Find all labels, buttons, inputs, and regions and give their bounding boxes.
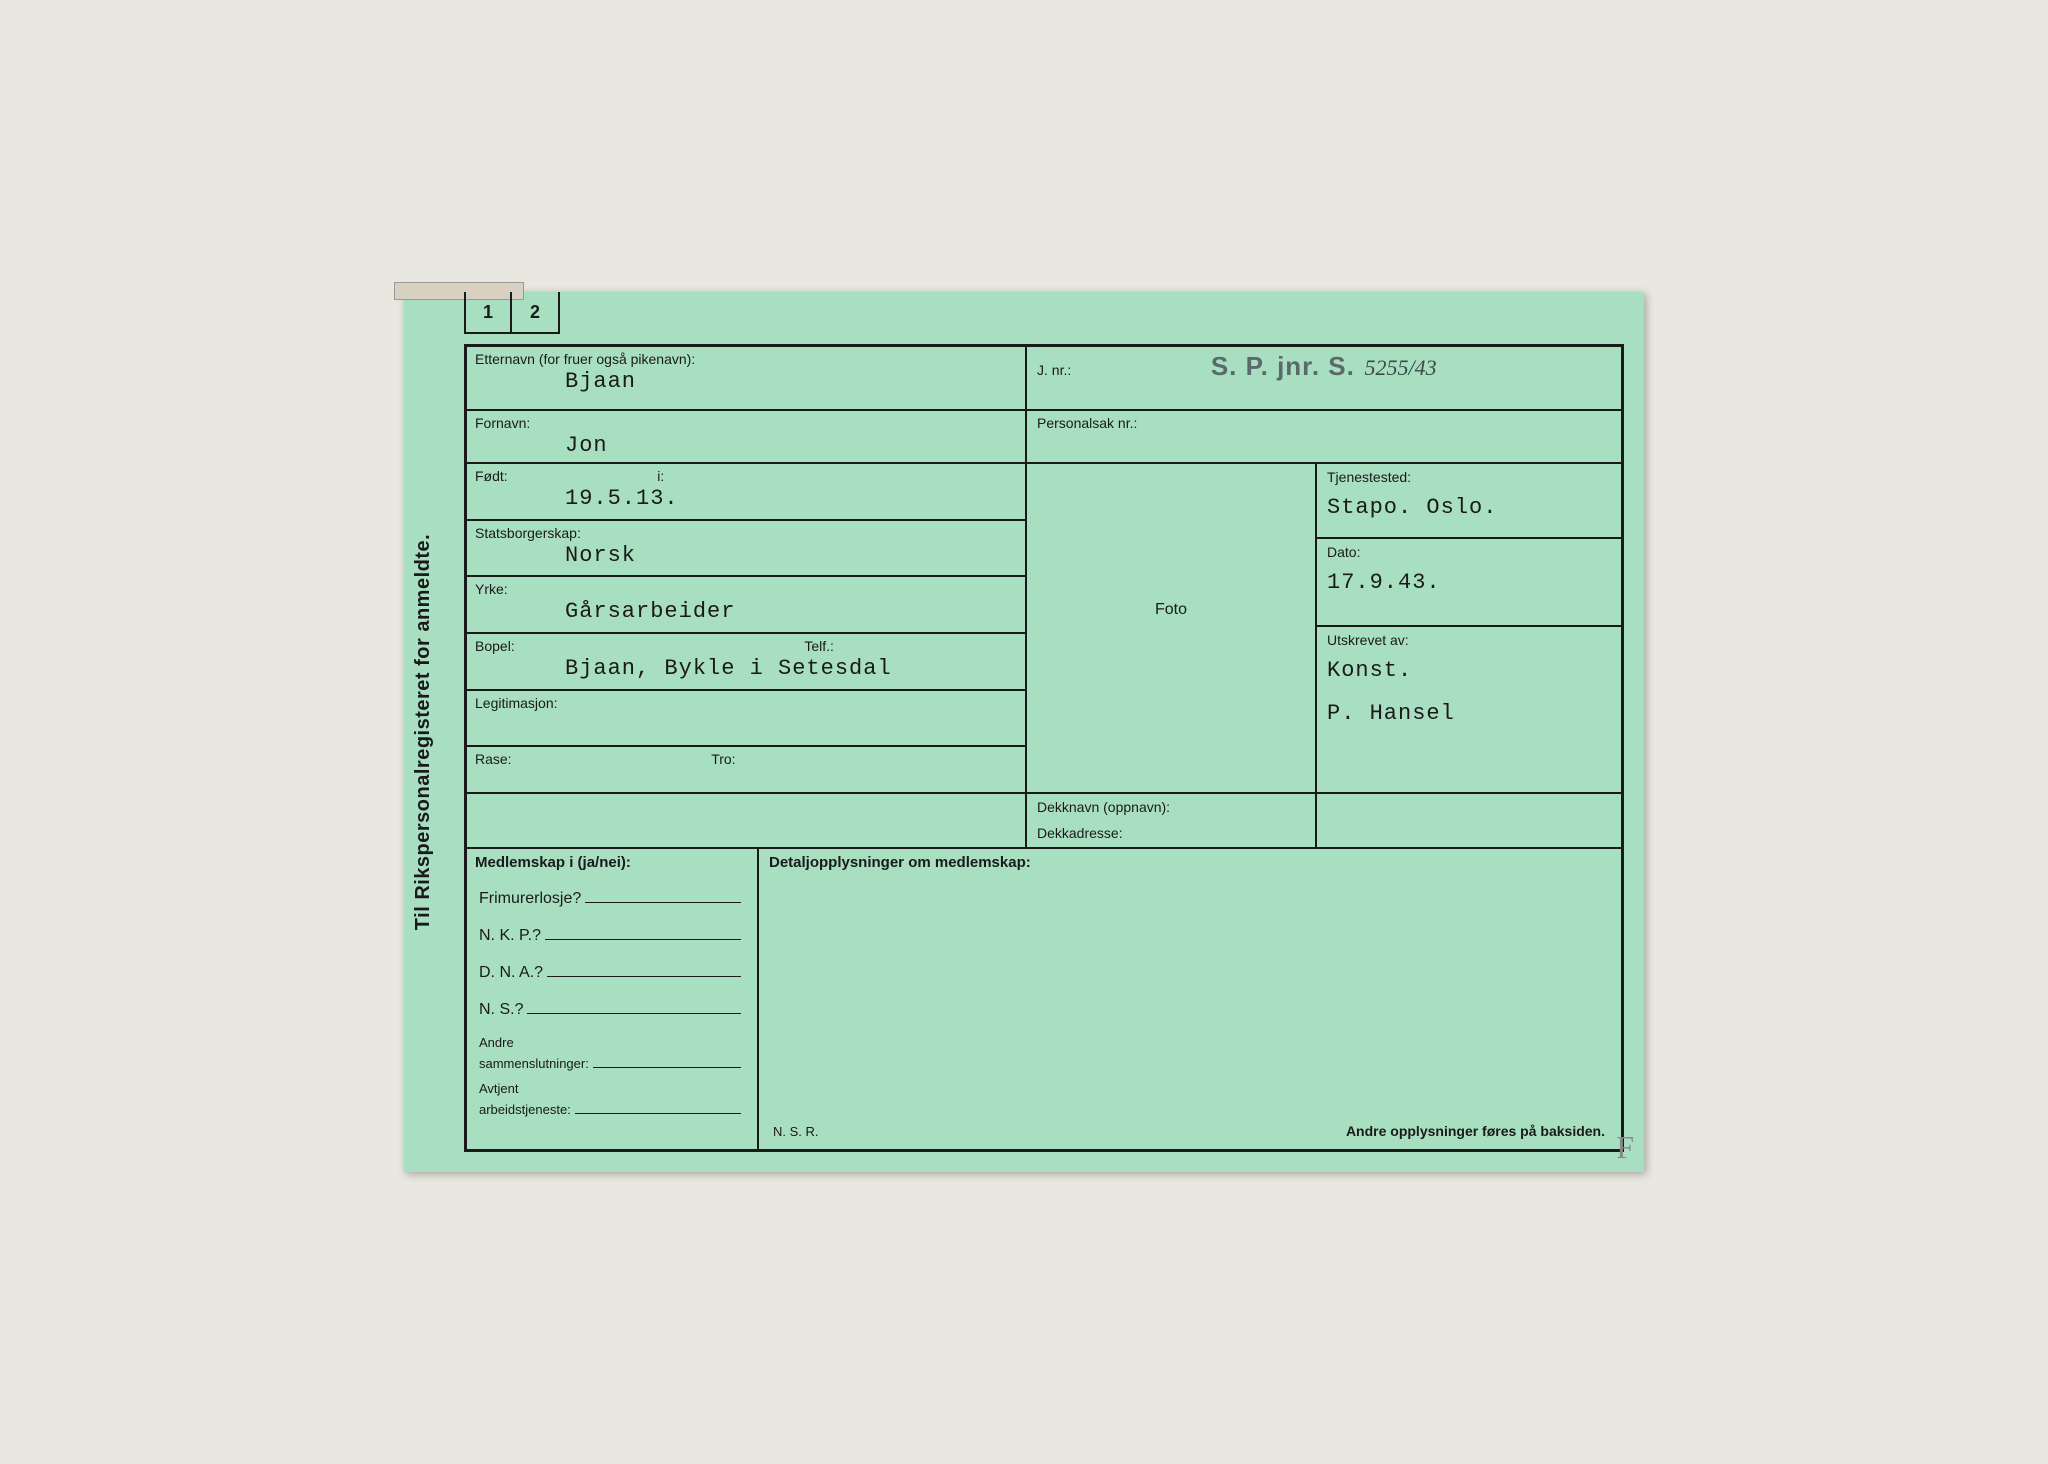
- membership-dna: D. N. A.?: [479, 964, 543, 982]
- membership-ns: N. S.?: [479, 1001, 523, 1019]
- medlemskap-label: Medlemskap i (ja/nei):: [475, 854, 631, 871]
- bopel-value: Bjaan, Bykle i Setesdal: [565, 656, 892, 681]
- dekknavn-label: Dekknavn (oppnavn):: [1037, 799, 1170, 815]
- utskrevet-value-2: P. Hansel: [1327, 701, 1455, 726]
- tab-1: 1: [464, 292, 512, 334]
- hline-membership: [467, 847, 1621, 849]
- tjenestested-label: Tjenestested:: [1327, 469, 1411, 485]
- fodt-i-label: i:: [657, 468, 664, 484]
- dato-label: Dato:: [1327, 544, 1360, 560]
- line: [547, 959, 741, 977]
- avtjent-1: Avtjent: [479, 1081, 741, 1096]
- jnr-stamp: S. P. jnr. S.: [1211, 351, 1355, 381]
- line: [585, 885, 741, 903]
- membership-nkp: N. K. P.?: [479, 927, 541, 945]
- side-label: Til Rikspersonalregisteret for anmeldte.: [412, 534, 435, 930]
- line: [545, 922, 741, 940]
- dekkadresse-label: Dekkadresse:: [1037, 825, 1123, 841]
- vline-main: [1025, 347, 1027, 847]
- andre-samm-1: Andre: [479, 1035, 741, 1050]
- hline-r3: [1315, 537, 1623, 539]
- jnr-label: J. nr.:: [1037, 362, 1071, 378]
- avtjent-2: arbeidstjeneste:: [479, 1102, 571, 1117]
- registry-card: Til Rikspersonalregisteret for anmeldte.…: [404, 292, 1644, 1172]
- telf-label: Telf.:: [804, 638, 834, 654]
- vline-right: [1315, 462, 1317, 847]
- membership-list: Frimurerlosje? N. K. P.? D. N. A.? N. S.…: [471, 875, 749, 1121]
- yrke-label: Yrke:: [475, 581, 508, 597]
- hline-8: [467, 792, 1025, 794]
- rase-label: Rase:: [475, 751, 512, 767]
- tab-2: 2: [512, 292, 560, 334]
- hline-r5: [1025, 792, 1623, 794]
- yrke-value: Gårsarbeider: [565, 599, 735, 624]
- utskrevet-label: Utskrevet av:: [1327, 632, 1409, 648]
- fodt-label: Født:: [475, 468, 508, 484]
- bopel-label: Bopel:: [475, 638, 515, 654]
- line: [593, 1050, 741, 1068]
- fodt-value: 19.5.13.: [565, 486, 679, 511]
- utskrevet-value-1: Konst.: [1327, 658, 1412, 683]
- footer-note: Andre opplysninger føres på baksiden.: [1346, 1123, 1605, 1139]
- dato-value: 17.9.43.: [1327, 570, 1441, 595]
- line: [527, 996, 741, 1014]
- statsborgerskap-label: Statsborgerskap:: [475, 525, 581, 541]
- hline-r4: [1315, 625, 1623, 627]
- foto-label: Foto: [1155, 601, 1187, 618]
- tab-row: 1 2: [464, 292, 560, 334]
- line: [575, 1096, 741, 1114]
- andre-samm-2: sammenslutninger:: [479, 1056, 589, 1071]
- personalsak-label: Personalsak nr.:: [1037, 415, 1137, 431]
- etternavn-value: Bjaan: [565, 369, 636, 394]
- pencil-mark: F: [1616, 1129, 1634, 1166]
- vline-membership: [757, 847, 759, 1149]
- membership-frimurer: Frimurerlosje?: [479, 890, 581, 908]
- main-frame: Etternavn (for fruer også pikenavn): Bja…: [464, 344, 1624, 1152]
- legitimasjon-label: Legitimasjon:: [475, 695, 558, 711]
- tro-label: Tro:: [711, 751, 735, 767]
- hline-r2: [1025, 462, 1623, 464]
- fornavn-label: Fornavn:: [475, 415, 530, 431]
- tjenestested-value: Stapo. Oslo.: [1327, 495, 1497, 520]
- etternavn-label: Etternavn (for fruer også pikenavn):: [475, 351, 695, 367]
- jnr-handwritten: 5255/43: [1364, 355, 1436, 380]
- nsr-label: N. S. R.: [773, 1124, 819, 1139]
- statsborgerskap-value: Norsk: [565, 543, 636, 568]
- detalj-label: Detaljopplysninger om medlemskap:: [769, 854, 1031, 871]
- fornavn-value: Jon: [565, 433, 608, 458]
